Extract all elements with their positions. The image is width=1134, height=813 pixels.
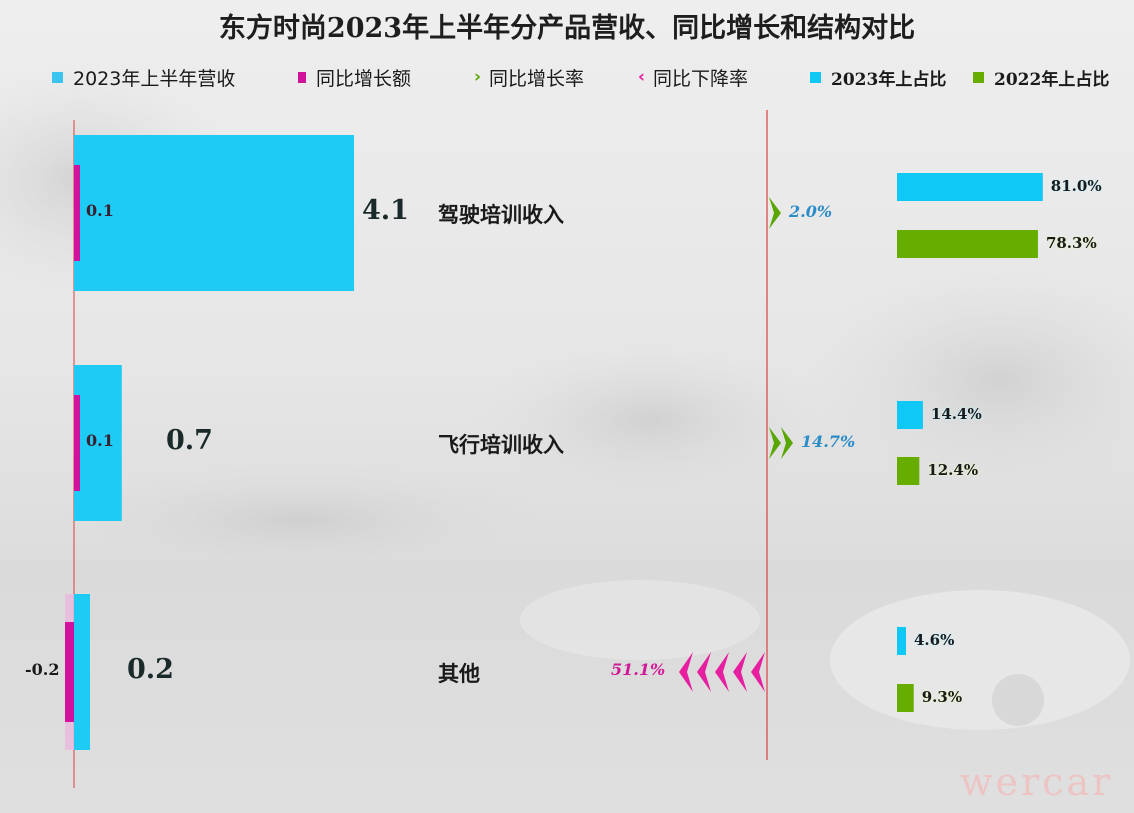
legend-swatch-share-2023 bbox=[810, 71, 821, 83]
watermark: wercar bbox=[960, 760, 1114, 804]
increase-bar bbox=[74, 395, 80, 491]
legend-share-2023: 2023年上占比 bbox=[810, 64, 946, 90]
share-2023-label: 14.4% bbox=[930, 405, 982, 423]
legend-label-revenue: 2023年上半年营收 bbox=[73, 67, 236, 90]
category-label: 驾驶培训收入 bbox=[438, 203, 564, 227]
share-2023-label: 81.0% bbox=[1050, 177, 1102, 195]
share-2023-bar bbox=[897, 173, 1043, 201]
share-2022-bar bbox=[897, 457, 920, 485]
chevron-right-icon: › bbox=[474, 67, 482, 87]
share-2022-label: 78.3% bbox=[1045, 234, 1097, 252]
increase-label: -0.2 bbox=[25, 660, 60, 679]
legend-label-share-2022: 2022年上占比 bbox=[994, 69, 1110, 90]
growth-chevron bbox=[769, 427, 781, 459]
legend-share-2022: 2022年上占比 bbox=[973, 64, 1109, 90]
revenue-bar bbox=[74, 135, 355, 291]
legend-growth-rate: › 同比增长率 bbox=[474, 64, 584, 90]
share-2022-label: 12.4% bbox=[927, 461, 979, 479]
share-2022-label: 9.3% bbox=[921, 688, 963, 706]
revenue-value-label: 0.7 bbox=[166, 425, 213, 456]
growth-chevron bbox=[781, 427, 793, 459]
decline-chevron bbox=[751, 652, 765, 692]
legend-increase: 同比增长额 bbox=[298, 64, 411, 90]
decline-chevron bbox=[733, 652, 747, 692]
category-label: 其他 bbox=[438, 662, 480, 686]
revenue-bar bbox=[74, 594, 90, 750]
growth-chevron bbox=[769, 197, 781, 229]
decline-rate-label: 51.1% bbox=[611, 660, 666, 679]
legend-swatch-revenue bbox=[52, 71, 63, 83]
decline-chevron bbox=[715, 652, 729, 692]
share-2023-bar bbox=[897, 401, 923, 429]
legend-label-share-2023: 2023年上占比 bbox=[831, 69, 947, 90]
legend-swatch-share-2022 bbox=[973, 71, 984, 83]
revenue-value-label: 4.1 bbox=[362, 195, 409, 226]
increase-label: 0.1 bbox=[86, 201, 114, 220]
legend-decline-rate: ‹ 同比下降率 bbox=[638, 64, 748, 90]
decline-chevron bbox=[697, 652, 711, 692]
legend-label-growth-rate: 同比增长率 bbox=[489, 67, 585, 90]
share-2022-bar bbox=[897, 230, 1038, 258]
growth-rate-label: 2.0% bbox=[789, 202, 833, 221]
decline-chevron bbox=[679, 652, 693, 692]
chevron-left-icon: ‹ bbox=[638, 67, 646, 87]
increase-bar bbox=[74, 165, 80, 261]
growth-rate-label: 14.7% bbox=[801, 432, 856, 451]
revenue-value-label: 0.2 bbox=[127, 654, 174, 685]
legend-label-decline-rate: 同比下降率 bbox=[653, 67, 749, 90]
share-2022-bar bbox=[897, 684, 914, 712]
share-2023-label: 4.6% bbox=[914, 631, 955, 649]
decrease-bar bbox=[65, 622, 74, 722]
chart-title: 东方时尚2023年上半年分产品营收、同比增长和结构对比 bbox=[218, 13, 916, 44]
legend-revenue: 2023年上半年营收 bbox=[52, 64, 235, 90]
legend-label-increase: 同比增长额 bbox=[316, 67, 412, 90]
legend-swatch-increase bbox=[298, 71, 306, 83]
increase-label: 0.1 bbox=[86, 431, 114, 450]
share-2023-bar bbox=[897, 627, 906, 655]
revenue-bar bbox=[74, 365, 122, 521]
category-label: 飞行培训收入 bbox=[438, 433, 564, 457]
